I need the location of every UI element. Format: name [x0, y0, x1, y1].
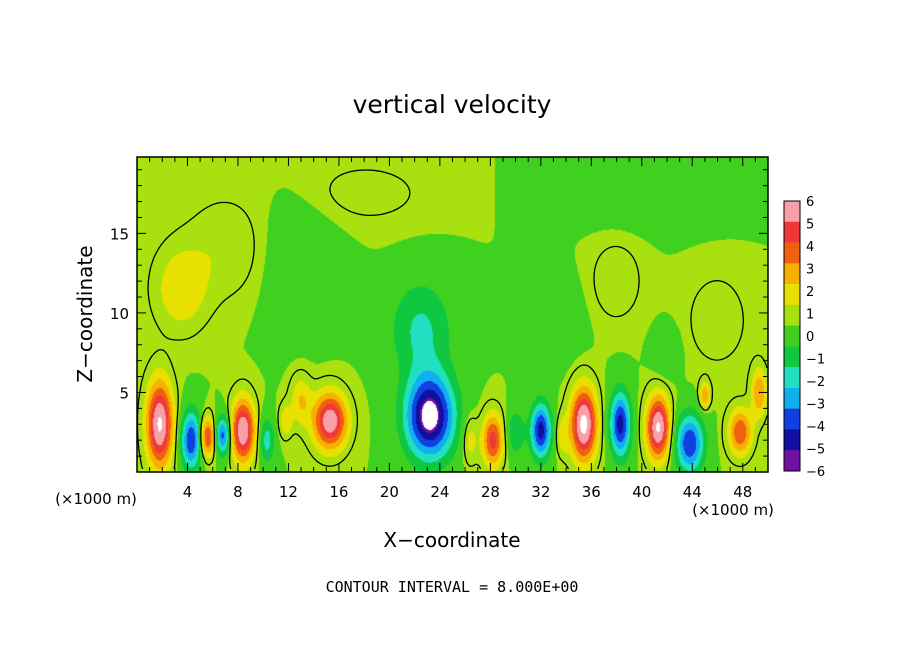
x-tick-label: 20: [380, 483, 399, 501]
x-tick-label: 24: [430, 483, 449, 501]
x-axis-unit-right: (×1000 m): [692, 501, 774, 519]
x-axis-ticks: 4 8 12 16 20 24 28 32 36 40 44 48: [149, 157, 756, 501]
colorbar-swatch: [784, 304, 800, 326]
colorbar-swatch: [784, 201, 800, 223]
x-axis-label: X−coordinate: [383, 528, 520, 552]
y-tick-label: 15: [110, 225, 129, 243]
colorbar-swatch: [784, 387, 800, 409]
colorbar-tick-label: −3: [806, 398, 825, 413]
colorbar-swatch: [784, 325, 800, 347]
colorbar-swatch: [784, 408, 800, 430]
x-tick-label: 4: [183, 483, 193, 501]
y-axis-label: Z−coordinate: [73, 245, 97, 382]
contour-pos: [137, 169, 768, 470]
y-axis-ticks: 5 10 15: [110, 169, 768, 457]
colorbar-tick-label: −6: [806, 465, 825, 480]
colorbar-tick-label: −1: [806, 353, 825, 368]
x-axis-unit-left: (×1000 m): [55, 490, 137, 508]
x-tick-label: 8: [233, 483, 243, 501]
colorbar-swatch: [784, 346, 800, 368]
colorbar-swatch: [784, 429, 800, 451]
x-tick-label: 12: [279, 483, 298, 501]
colorbar-tick-label: 2: [806, 285, 814, 300]
contour-interval-note: CONTOUR INTERVAL = 8.000E+00: [326, 578, 579, 596]
colorbar-tick-label: 3: [806, 263, 814, 278]
plot-area: [136, 156, 769, 473]
colorbar-tick-label: 6: [806, 195, 814, 210]
x-tick-label: 28: [481, 483, 500, 501]
y-tick-label: 5: [119, 384, 129, 402]
colorbar-tick-label: 0: [806, 330, 814, 345]
colorbar-tick-label: −2: [806, 375, 825, 390]
colorbar-swatch: [784, 263, 800, 285]
x-tick-label: 44: [683, 483, 702, 501]
colorbar-swatch: [784, 367, 800, 389]
colorbar-tick-label: 4: [806, 240, 814, 255]
x-tick-label: 48: [733, 483, 752, 501]
colorbar-swatch: [784, 450, 800, 472]
colorbar-tick-label: −4: [806, 420, 825, 435]
colorbar-tick-label: −5: [806, 443, 825, 458]
colorbar: 6 5 4 3 2 1 0 −1 −2 −3 −4 −5 −6: [783, 195, 825, 480]
x-tick-label: 32: [531, 483, 550, 501]
colorbar-swatch: [784, 242, 800, 264]
chart-title: vertical velocity: [353, 90, 552, 119]
colorbar-swatch: [784, 284, 800, 306]
colorbar-frame: [783, 200, 801, 472]
contour-lines: [137, 169, 768, 470]
y-tick-label: 10: [110, 305, 129, 323]
x-tick-label: 36: [582, 483, 601, 501]
colorbar-tick-label: 1: [806, 308, 814, 323]
x-tick-label: 40: [632, 483, 651, 501]
colorbar-swatch: [784, 221, 800, 243]
colorbar-tick-label: 5: [806, 218, 814, 233]
x-tick-label: 16: [329, 483, 348, 501]
